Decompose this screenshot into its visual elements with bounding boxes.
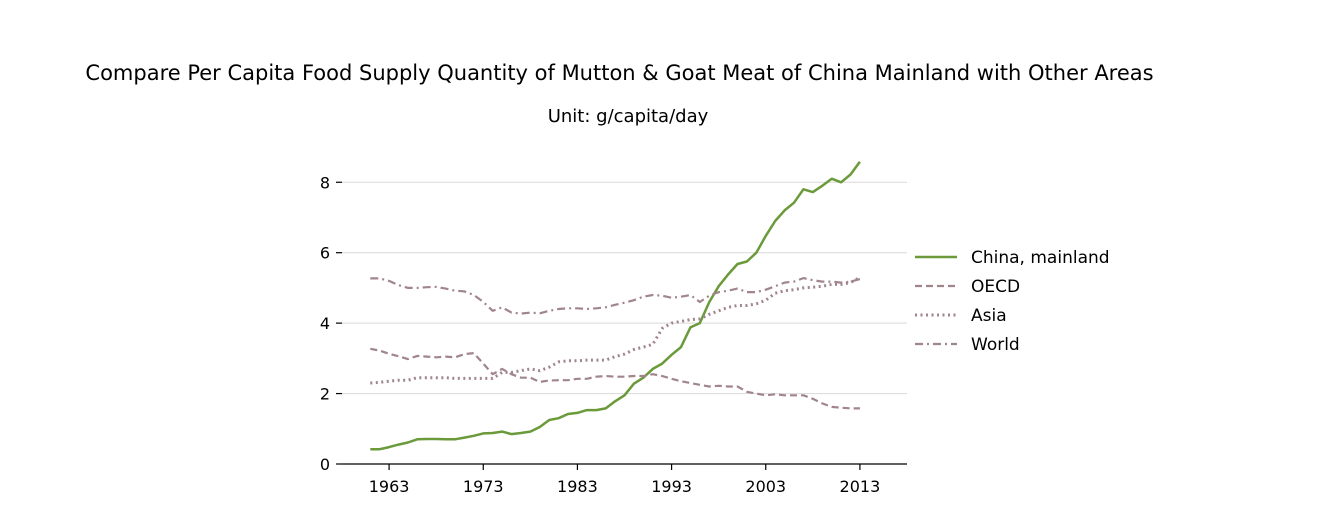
x-tick-label: 1963 <box>369 477 410 496</box>
series-line-china-mainland <box>370 161 861 451</box>
chart-subtitle: Unit: g/capita/day <box>547 106 709 127</box>
legend-label: Asia <box>971 306 1007 326</box>
x-tick-label: 2013 <box>840 477 881 496</box>
x-tick-label: 1993 <box>651 477 692 496</box>
x-tick-label: 1983 <box>557 477 598 496</box>
chart-title: Compare Per Capita Food Supply Quantity … <box>85 61 1154 85</box>
axes: 0 2 4 6 8 1963 1973 1983 1993 2003 2013 <box>320 173 907 496</box>
y-tick-label: 8 <box>320 173 330 192</box>
series-line-oecd <box>370 347 860 410</box>
x-tick-label: 1973 <box>463 477 504 496</box>
series-line-asia <box>370 275 861 385</box>
legend: China, mainland OECD Asia World <box>915 248 1110 355</box>
series-lines <box>370 161 861 451</box>
y-tick-label: 2 <box>320 385 330 404</box>
series-line-world <box>370 277 861 315</box>
y-tick-label: 4 <box>320 314 330 333</box>
legend-label: OECD <box>971 277 1020 297</box>
y-tick-label: 6 <box>320 244 330 263</box>
x-tick-label: 2003 <box>745 477 786 496</box>
legend-label: China, mainland <box>971 248 1110 268</box>
y-tick-label: 0 <box>320 455 330 474</box>
legend-label: World <box>971 335 1020 355</box>
